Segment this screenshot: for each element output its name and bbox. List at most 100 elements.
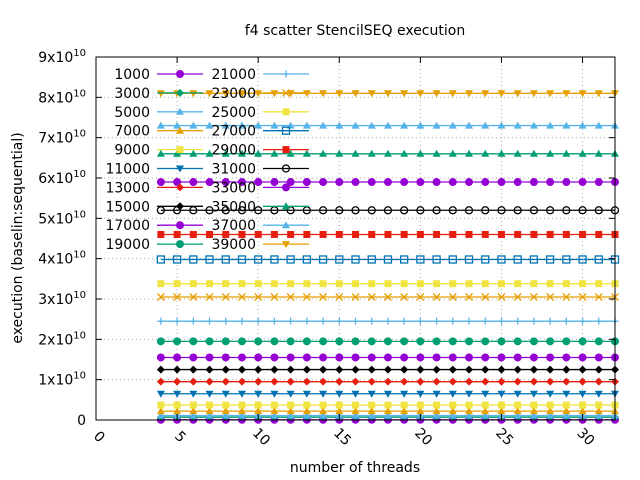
data-point [319,377,328,386]
data-point [238,401,246,409]
data-point [384,317,392,325]
legend-swatch-marker [176,146,184,154]
data-point [448,178,457,187]
data-point [368,317,376,325]
data-point [514,280,522,288]
legend-label: 25000 [211,105,256,121]
data-point [481,377,490,386]
data-point [335,121,344,129]
data-point [254,365,263,374]
data-point [173,365,182,374]
data-point [270,230,278,238]
data-point [286,293,295,301]
data-point [189,407,198,415]
data-point [481,317,489,325]
data-point [173,337,182,346]
data-point [529,377,538,386]
data-point [448,407,457,415]
data-point [237,90,246,98]
y-tick-label: 1x1010 [38,371,86,389]
legend-swatch-marker [282,108,290,116]
data-point [221,178,230,187]
data-point [464,206,474,215]
data-point [416,280,424,288]
data-point [529,255,539,264]
data-point [562,255,571,264]
y-tick-label: 5x1010 [38,209,86,227]
data-point [465,390,474,398]
data-point [157,401,165,409]
data-point [319,293,328,301]
data-point [448,255,457,264]
data-point [497,121,506,129]
data-point [448,90,457,98]
data-point [562,317,570,325]
data-point [513,411,522,419]
data-point [530,230,538,238]
data-point [546,178,555,187]
data-point [270,293,279,301]
legend-entry: 27000 [211,124,309,140]
legend-swatch-marker [282,70,290,78]
data-point [221,353,230,362]
x-tick-label: 10 [249,425,273,449]
data-point [270,401,278,409]
data-point [335,377,344,386]
data-point [449,317,457,325]
data-point [529,178,538,187]
series-13000 [156,377,619,386]
data-point [254,230,262,238]
data-point [270,280,278,288]
data-point [465,337,474,346]
data-point [173,178,182,187]
legend-label: 15000 [105,199,150,215]
data-point [464,255,474,264]
data-point [189,411,198,419]
data-point [189,149,198,157]
data-point [156,411,165,419]
data-point [367,337,376,346]
data-point [448,206,457,215]
data-point [594,365,603,374]
data-point [221,365,230,374]
data-point [205,149,214,157]
data-point [529,390,538,398]
data-point [578,121,587,129]
data-point [448,365,457,374]
data-point [383,121,392,129]
data-point [383,149,392,157]
data-point [302,365,311,374]
data-point [287,280,295,288]
data-point [465,411,474,419]
data-point [303,317,311,325]
data-point [546,401,554,409]
legend-swatch-marker [176,88,184,97]
data-point [594,353,603,362]
data-point [238,230,246,238]
data-point [157,280,165,288]
data-point [367,353,376,362]
series-9000 [157,401,619,409]
data-point [367,149,376,157]
x-axis: 0 5 10 15 20 25 30 [90,57,597,449]
data-point [318,255,328,264]
data-point [448,337,457,346]
data-point [335,353,344,362]
data-point [189,255,198,264]
data-point [416,353,425,362]
data-point [254,149,263,157]
legend-entry: 37000 [211,218,309,234]
data-point [367,377,376,386]
data-point [562,353,571,362]
data-point [562,377,571,386]
data-point [416,407,425,415]
data-point [367,255,376,264]
data-point [287,401,295,409]
data-point [157,230,165,238]
legend-entry: 25000 [211,105,309,121]
data-point [432,90,441,98]
data-point [546,353,555,362]
data-point [351,390,360,398]
data-point [221,90,230,98]
data-point [205,121,214,129]
